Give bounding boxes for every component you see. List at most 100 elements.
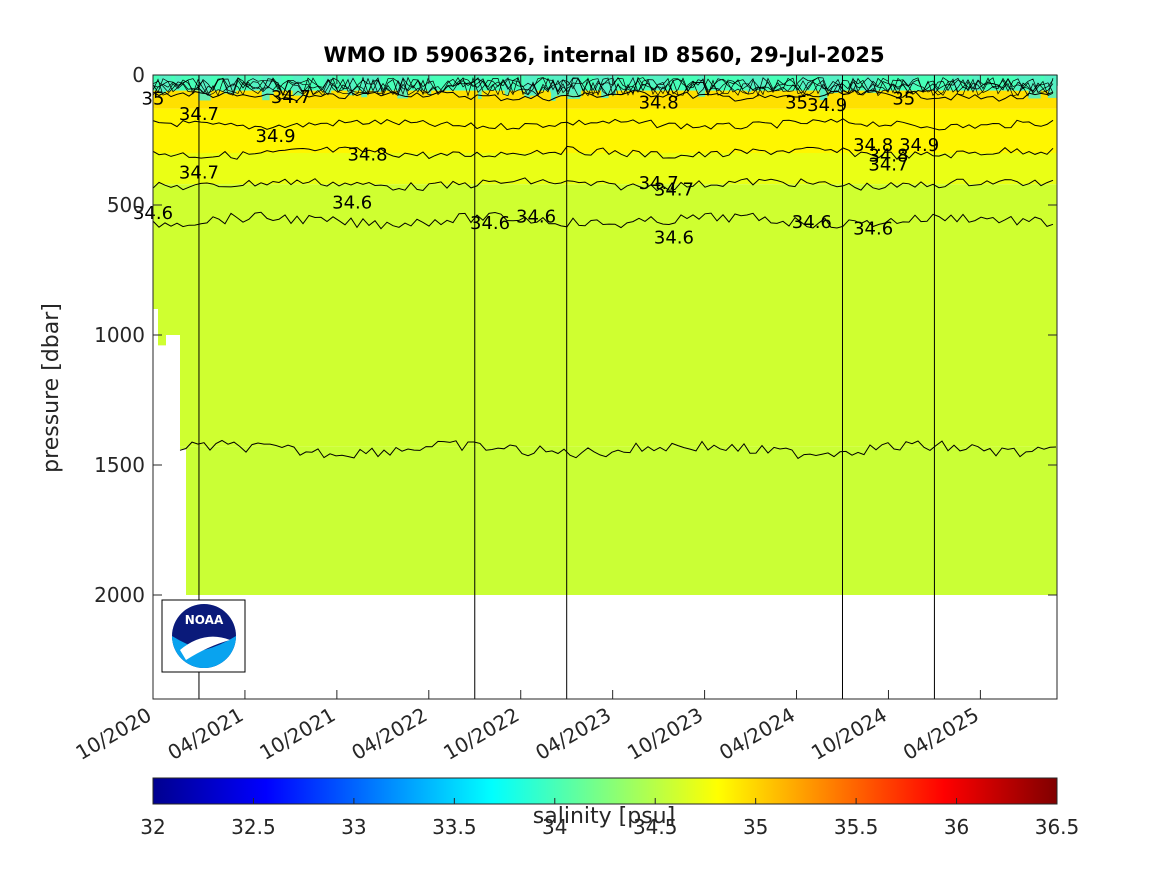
contour-line [152,89,1054,102]
axes-frame [152,74,1058,700]
surface-streak [366,75,378,86]
contour-label: 34.6 [654,228,694,249]
y-tick-label: 2000 [94,583,145,607]
surface-contour [152,77,1054,97]
x-tick-label: 04/2023 [531,703,615,765]
colorbar-tick-label: 32 [140,815,165,839]
contour-label: 34.7 [179,163,219,184]
chart-title: WMO ID 5906326, internal ID 8560, 29-Jul… [323,43,884,67]
contour-label: 34.9 [899,135,939,156]
contour-label: 35 [892,88,915,109]
surface-streak [477,75,482,99]
salinity-layer-5 [153,446,1057,595]
surface-streak [251,75,260,91]
surface-streak [630,75,637,84]
surface-streak [1043,75,1052,88]
surface-streak [749,75,762,88]
x-tick-label: 10/2020 [72,703,156,765]
surface-streak [864,75,877,93]
x-tick-label: 10/2021 [255,703,339,765]
contour-label: 34.6 [516,207,556,228]
colorbar-gradient [152,777,1058,805]
surface-streak [1048,75,1058,86]
contour-label: 34.8 [868,146,908,167]
contour-label: 34.9 [256,126,296,147]
colorbar-tick-label: 36 [944,815,969,839]
colorbar: 32 32.5 33 33.5 34 34.5 35 35.5 36 36.5 [140,777,1080,839]
contour-line [152,211,1054,230]
surface-streak [801,75,811,88]
surface-streak [550,75,555,101]
contour-line [152,177,1054,192]
surface-streak [820,75,828,100]
surface-streak [427,75,432,94]
surface-streak [1047,75,1058,98]
x-tick-label: 10/2024 [807,703,891,765]
contour-line [152,145,1054,160]
x-tick-label: 04/2024 [715,703,799,765]
surface-streak [1020,75,1029,84]
salinity-layer-3 [153,153,1057,185]
contour-label: 34.8 [347,144,387,165]
surface-streak [903,75,916,86]
surface-streak [647,75,654,86]
x-tick-label: 10/2023 [623,703,707,765]
surface-contour [152,77,1054,97]
logo-text: NOAA [185,613,224,627]
contour-line [152,118,1054,131]
surface-streak [199,75,207,92]
plot-area [153,75,1058,699]
surface-streak [323,75,332,93]
surface-streak [717,75,721,91]
surface-streak [594,75,599,90]
surface-streak [504,75,510,95]
surface-streak [160,75,172,92]
colorbar-tick-label: 35.5 [834,815,879,839]
surface-streak [963,75,969,84]
surface-streak [276,75,282,84]
colorbar-tick-label: 36.5 [1035,815,1080,839]
contour-label: 35 [785,92,808,113]
surface-streak [528,75,537,96]
surface-streak [347,75,355,96]
y-tick-label: 0 [132,63,145,87]
salinity-layer-2 [153,108,1057,153]
surface-streak [760,75,767,87]
contour-label: 34.6 [470,213,510,234]
colorbar-tick-label: 34 [542,815,567,839]
y-axis-label: pressure [dbar] [39,303,64,473]
x-tick-label: 04/2022 [347,703,431,765]
logo-gull [180,636,230,660]
colorbar-label: salinity [psu] [533,804,675,829]
cycle-markers [198,75,935,699]
contour-label: 34.6 [792,212,832,233]
contour-line [179,439,1057,460]
contour-label: 34.7 [639,173,679,194]
surface-streak [952,75,960,88]
below-profile-mask [153,595,1057,699]
surface-contour [152,76,1054,97]
contour-lines [152,76,1057,460]
surface-streak [599,75,604,89]
x-tick-label: 04/2025 [899,703,983,765]
colorbar-tick-label: 35 [743,815,768,839]
y-tick-label: 1000 [94,323,145,347]
contour-label: 34.7 [179,104,219,125]
colorbar-tick-label: 32.5 [231,815,276,839]
y-tick-label: 1500 [94,453,145,477]
surface-streak [227,75,232,87]
contour-label: 34.8 [853,135,893,156]
surface-streak [1016,75,1023,91]
surface-streak [261,75,274,95]
y-tick-label: 500 [107,193,145,217]
contour-label: 34.8 [639,92,679,113]
contour-label: 34.9 [807,95,847,116]
colorbar-tick-label: 34.5 [633,815,678,839]
contour-label: 34.7 [868,155,908,176]
surface-streak [743,75,748,88]
colorbar-tick-label: 33 [341,815,366,839]
contour-label: 34.6 [332,192,372,213]
